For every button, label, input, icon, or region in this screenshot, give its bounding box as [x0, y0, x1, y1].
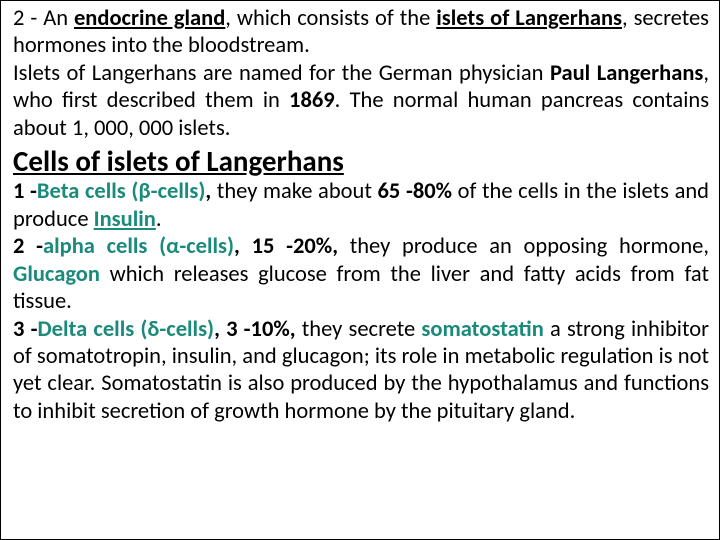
comma: , [290, 316, 302, 343]
comma: , [214, 316, 226, 343]
document-page: 2 - An endocrine gland, which consists o… [0, 0, 720, 540]
paragraph-beta: 1 -Beta cells (β-cells), they make about… [13, 178, 709, 233]
term-insulin: Insulin [94, 206, 156, 233]
term-glucagon: Glucagon [13, 261, 100, 288]
comma: , [205, 178, 216, 205]
term-islets: islets of Langerhans [436, 5, 622, 32]
comma: , [332, 233, 350, 260]
item-number: 3 - [13, 316, 38, 343]
comma: , [234, 233, 252, 260]
text: , which consists of the [225, 5, 436, 32]
year-1869: 1869 [289, 87, 335, 114]
item-number: 1 - [13, 178, 37, 205]
term-delta-cells: Delta cells (δ-cells) [38, 316, 215, 343]
text: Islets of Langerhans are named for the G… [13, 60, 550, 87]
percent-delta: 3 -10% [226, 316, 290, 343]
text: . [156, 206, 162, 233]
term-somatostatin: somatostatin [421, 316, 543, 343]
term-alpha-cells: alpha cells (α-cells) [43, 233, 234, 260]
name-paul-langerhans: Paul Langerhans [550, 60, 703, 87]
paragraph-alpha: 2 -alpha cells (α-cells), 15 -20%, they … [13, 233, 709, 315]
term-beta-cells: Beta cells (β-cells) [37, 178, 205, 205]
percent-beta: 65 -80% [378, 178, 453, 205]
text: 2 - An [13, 5, 74, 32]
percent-alpha: 15 -20% [252, 233, 333, 260]
text: they make about [217, 178, 378, 205]
item-number: 2 - [13, 233, 43, 260]
text: they produce an opposing hormone, [350, 233, 709, 260]
paragraph-endocrine: 2 - An endocrine gland, which consists o… [13, 5, 709, 60]
paragraph-langerhans: Islets of Langerhans are named for the G… [13, 60, 709, 142]
heading-cells: Cells of islets of Langerhans [13, 144, 709, 178]
paragraph-delta: 3 -Delta cells (δ-cells), 3 -10%, they s… [13, 316, 709, 426]
text: they secrete [302, 316, 422, 343]
text: which releases glucose from the liver an… [13, 261, 709, 315]
term-endocrine-gland: endocrine gland [74, 5, 225, 32]
